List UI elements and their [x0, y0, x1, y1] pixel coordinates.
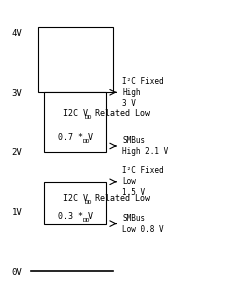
Text: I2C V: I2C V: [63, 109, 88, 118]
Text: DD: DD: [82, 139, 90, 144]
Text: DD: DD: [82, 218, 90, 223]
Text: SMBus
High 2.1 V: SMBus High 2.1 V: [122, 136, 168, 156]
Text: 0.3 * V: 0.3 * V: [58, 212, 93, 221]
Bar: [38, 27, 113, 92]
Text: Related Low: Related Low: [90, 194, 150, 203]
Bar: [44, 92, 107, 152]
Bar: [44, 182, 107, 224]
Text: I2C V: I2C V: [63, 194, 88, 203]
Text: DD: DD: [85, 115, 92, 120]
Text: 0.7 * V: 0.7 * V: [58, 133, 93, 142]
Text: I²C Fixed
Low
1.5 V: I²C Fixed Low 1.5 V: [122, 166, 164, 197]
Text: DD: DD: [85, 200, 92, 205]
Text: I²C Fixed
High
3 V: I²C Fixed High 3 V: [122, 77, 164, 108]
Text: SMBus
Low 0.8 V: SMBus Low 0.8 V: [122, 214, 164, 234]
Text: Related Low: Related Low: [90, 109, 150, 118]
